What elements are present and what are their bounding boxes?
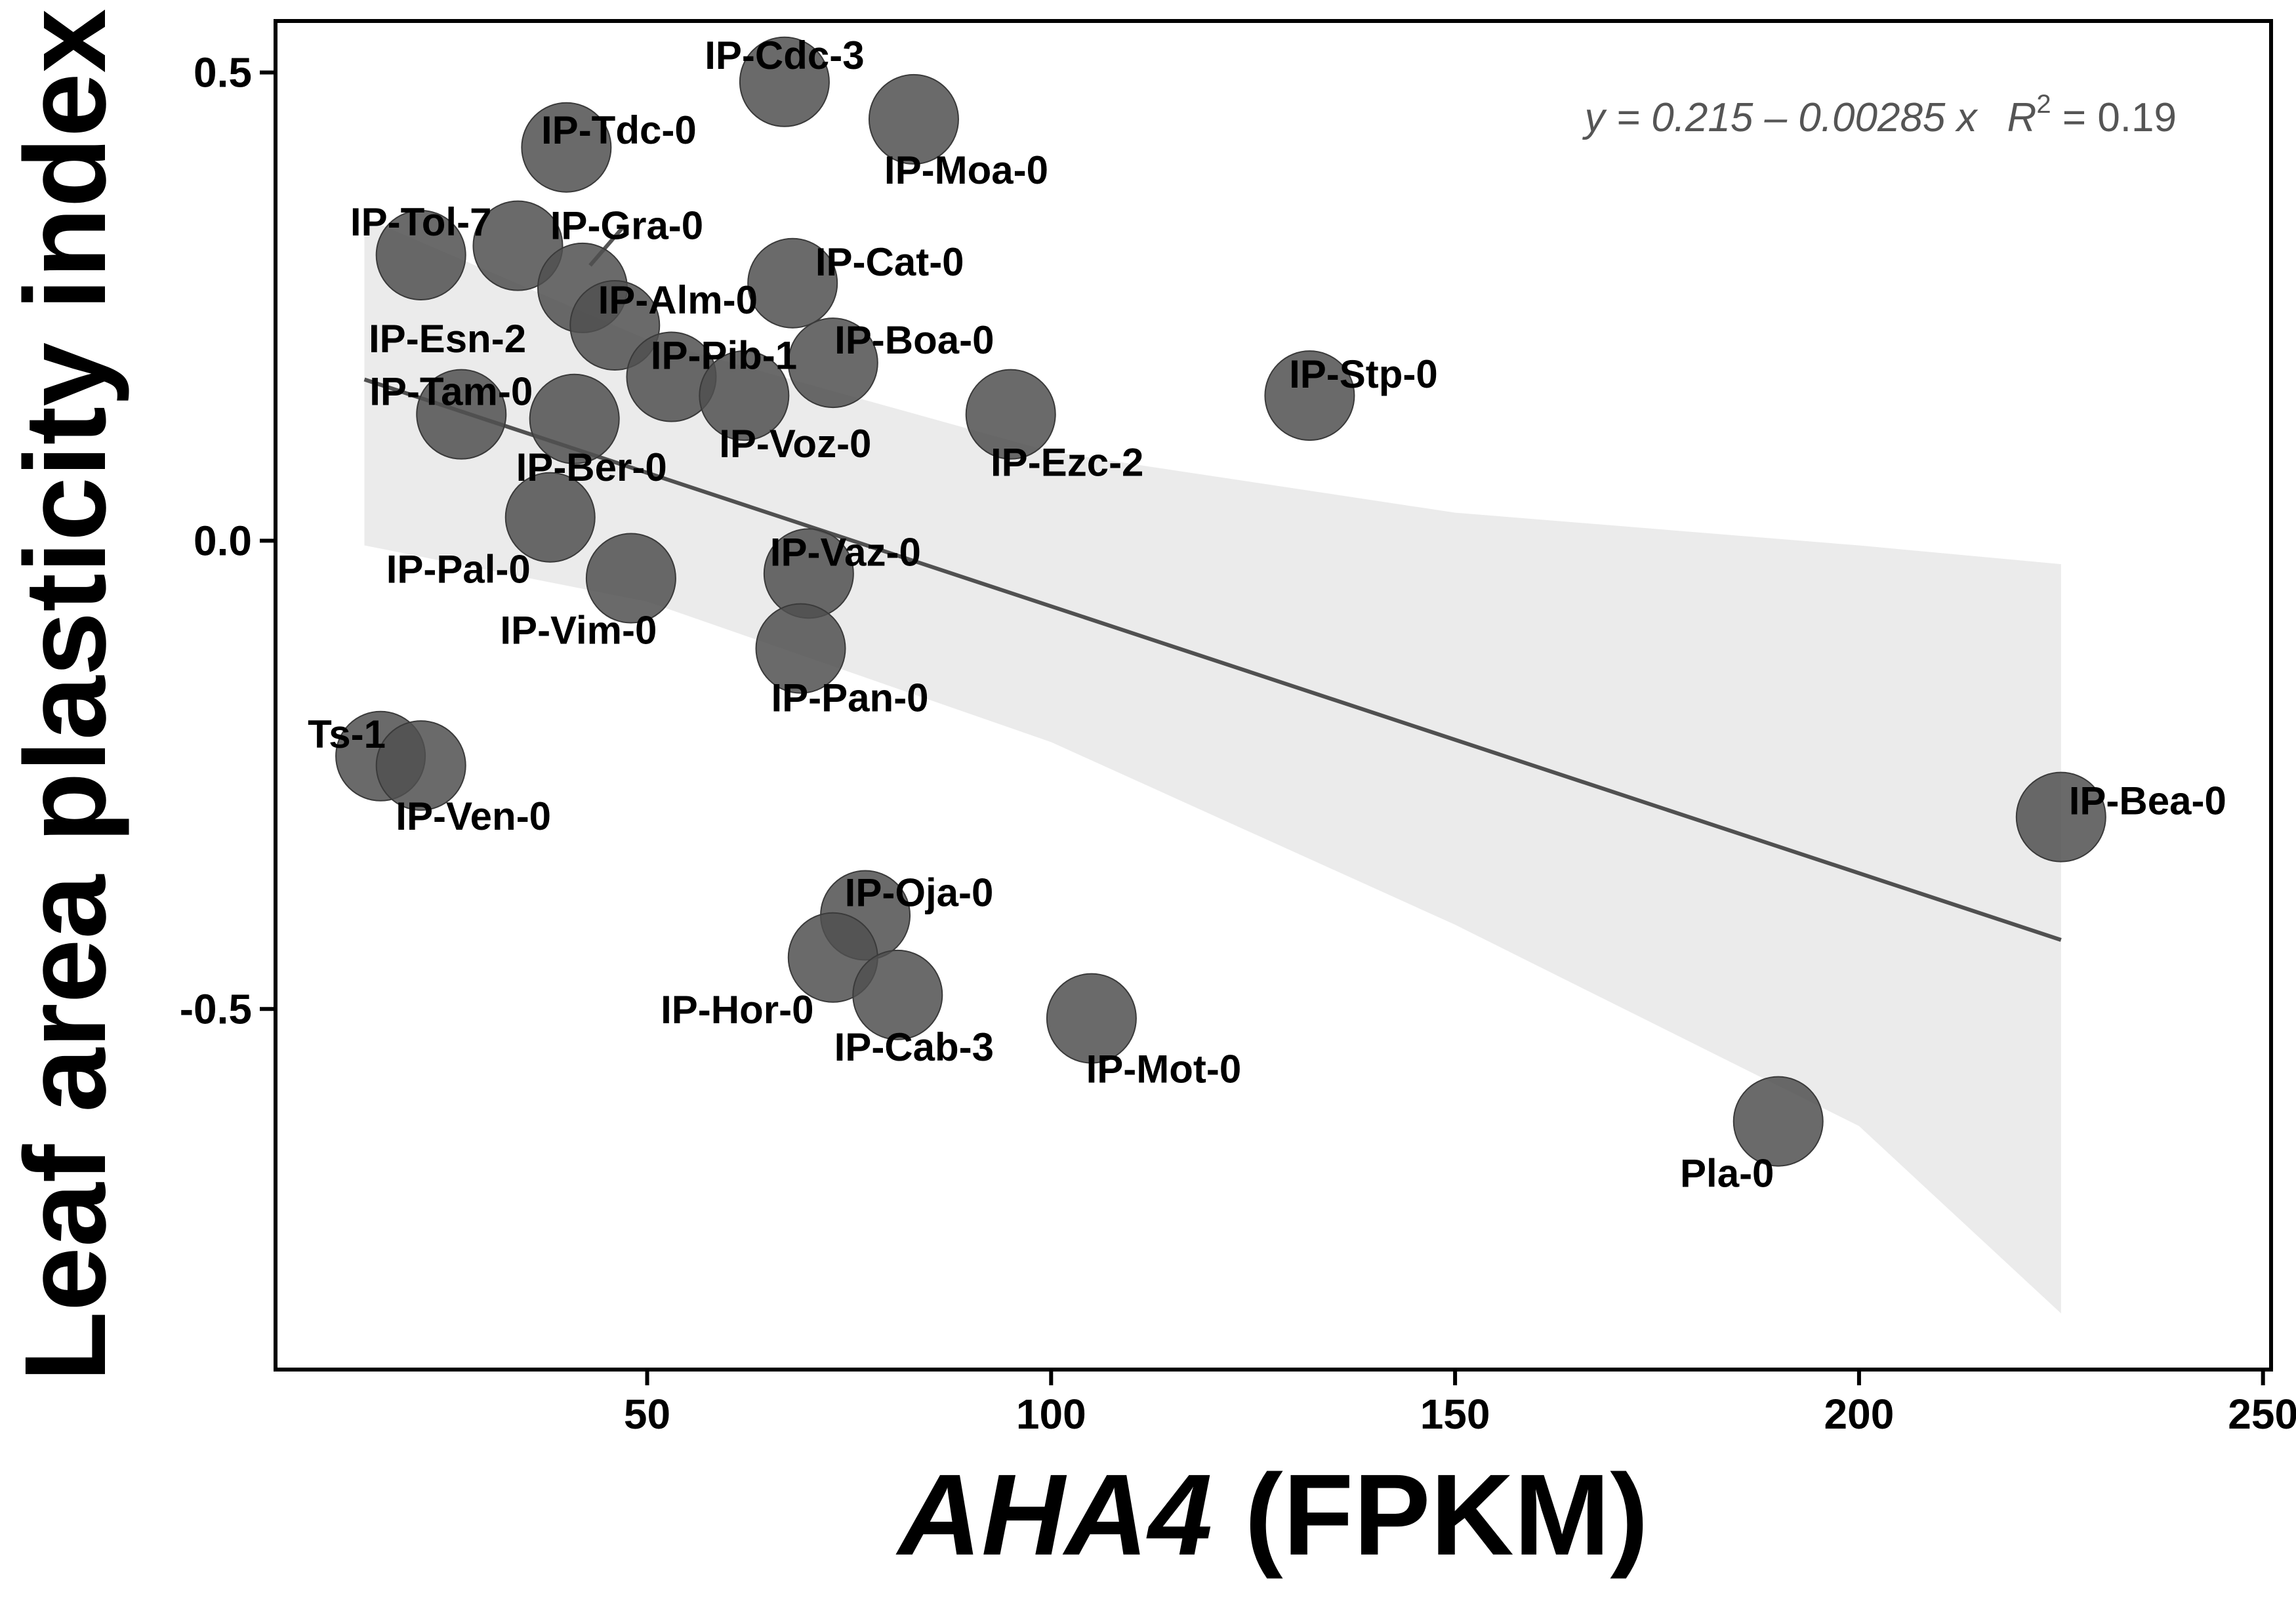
data-point-layer (335, 36, 2106, 1167)
point-label-ip-pan-0: IP-Pan-0 (771, 676, 928, 720)
data-point-ip-gra-0 (472, 200, 564, 291)
y-tick-label--0.5: -0.5 (180, 985, 252, 1032)
confidence-band (364, 217, 2061, 1314)
point-label-ip-pib-1: IP-Pib-1 (651, 334, 797, 378)
x-tick-label-200: 200 (1824, 1391, 1895, 1438)
point-label-ts-1: Ts-1 (308, 712, 386, 756)
point-label-ip-gra-0: IP-Gra-0 (550, 204, 703, 248)
data-point-ip-stp-0 (1264, 350, 1355, 441)
point-label-ip-ber-0: IP-Ber-0 (516, 445, 667, 489)
equation-r2-exponent: 2 (2036, 90, 2051, 119)
data-point-ip-tol-7 (375, 209, 466, 300)
data-point-ip-bea-0 (2015, 771, 2106, 863)
regression-equation: y = 0.215 – 0.00285 x R2 = 0.19 (1582, 90, 2177, 140)
data-point-ip-ber-0 (529, 373, 620, 464)
data-point-ip-boa-0 (787, 317, 878, 409)
data-point-ip-mot-0 (1046, 973, 1137, 1064)
equation-r2-value: = 0.19 (2051, 95, 2177, 140)
point-label-ip-mot-0: IP-Mot-0 (1086, 1048, 1242, 1091)
point-label-ip-ezc-2: IP-Ezc-2 (991, 441, 1143, 485)
point-label-ip-oja-0: IP-Oja-0 (845, 871, 994, 915)
data-point-ip-cab-3 (852, 949, 943, 1040)
axes-layer: 50 100 150 200 250 0.5 0.0 -0.5 (180, 19, 2296, 1438)
x-tick-label-250: 250 (2228, 1391, 2296, 1438)
y-tick-label-0.5: 0.5 (194, 49, 252, 96)
axis-titles-layer: AHA4 (FPKM) Leaf area plasticity index (1, 9, 1649, 1579)
data-point-ip-moa-0 (868, 73, 959, 165)
x-tick-label-100: 100 (1016, 1391, 1086, 1438)
point-label-ip-bea-0: IP-Bea-0 (2069, 779, 2226, 823)
point-label-ip-tol-7: IP-Tol-7 (350, 200, 492, 244)
data-point-ip-cat-0 (747, 237, 838, 329)
point-label-ip-ven-0: IP-Ven-0 (396, 794, 551, 838)
point-label-layer: IP-Cdc-3 IP-Moa-0 IP-Tdc-0 IP-Tol-7 IP-Gra-0… (308, 33, 2226, 1196)
point-label-ip-cdc-3: IP-Cdc-3 (705, 33, 864, 77)
data-point-pla-0 (1732, 1076, 1824, 1167)
point-label-ip-stp-0: IP-Stp-0 (1289, 352, 1438, 396)
plot-frame (274, 19, 2273, 1372)
point-label-pla-0: Pla-0 (1680, 1152, 1774, 1196)
data-point-ip-pal-0 (504, 472, 596, 563)
point-label-ip-boa-0: IP-Boa-0 (834, 318, 994, 362)
data-point-ip-vim-0 (585, 533, 676, 624)
regression-line (363, 377, 2062, 942)
equation-r2-symbol: R (2007, 95, 2037, 140)
x-tick-label-150: 150 (1420, 1391, 1490, 1438)
point-label-ip-esn-2: IP-Esn-2 (369, 317, 526, 361)
equation-layer: y = 0.215 – 0.00285 x R2 = 0.19 (1582, 90, 2177, 140)
data-point-ip-tam-0 (416, 369, 507, 460)
point-label-ip-hor-0: IP-Hor-0 (661, 988, 813, 1032)
data-point-ip-voz-0 (699, 350, 790, 441)
point-label-ip-pal-0: IP-Pal-0 (386, 548, 531, 592)
x-axis-title-unit: (FPKM) (1212, 1451, 1649, 1579)
point-label-ip-voz-0: IP-Voz-0 (719, 422, 871, 466)
point-label-ip-vim-0: IP-Vim-0 (500, 609, 657, 653)
data-point-ip-pan-0 (755, 603, 846, 694)
point-label-ip-cab-3: IP-Cab-3 (834, 1025, 994, 1069)
point-label-ip-alm-0: IP-Alm-0 (598, 278, 758, 322)
x-axis-title: AHA4 (FPKM) (895, 1451, 1649, 1579)
x-tick-label-50: 50 (624, 1391, 670, 1438)
data-point-ip-tdc-0 (521, 102, 612, 193)
point-label-ip-vaz-0: IP-Vaz-0 (770, 530, 921, 574)
y-axis-title: Leaf area plasticity index (1, 9, 130, 1381)
regression-line-layer (363, 377, 2062, 942)
data-point-ip-ven-0 (375, 720, 466, 811)
point-label-ip-tdc-0: IP-Tdc-0 (541, 108, 697, 152)
y-tick-label-0.0: 0.0 (194, 517, 252, 564)
data-point-ip-ezc-2 (965, 369, 1056, 460)
point-label-ip-cat-0: IP-Cat-0 (815, 240, 964, 284)
confidence-band-layer (364, 217, 2061, 1314)
point-label-ip-tam-0: IP-Tam-0 (369, 370, 533, 414)
point-label-ip-moa-0: IP-Moa-0 (884, 148, 1048, 192)
data-point-ip-cdc-3 (739, 36, 830, 127)
equation-formula: y = 0.215 – 0.00285 x (1582, 95, 1978, 140)
x-axis-title-gene: AHA4 (895, 1451, 1212, 1579)
